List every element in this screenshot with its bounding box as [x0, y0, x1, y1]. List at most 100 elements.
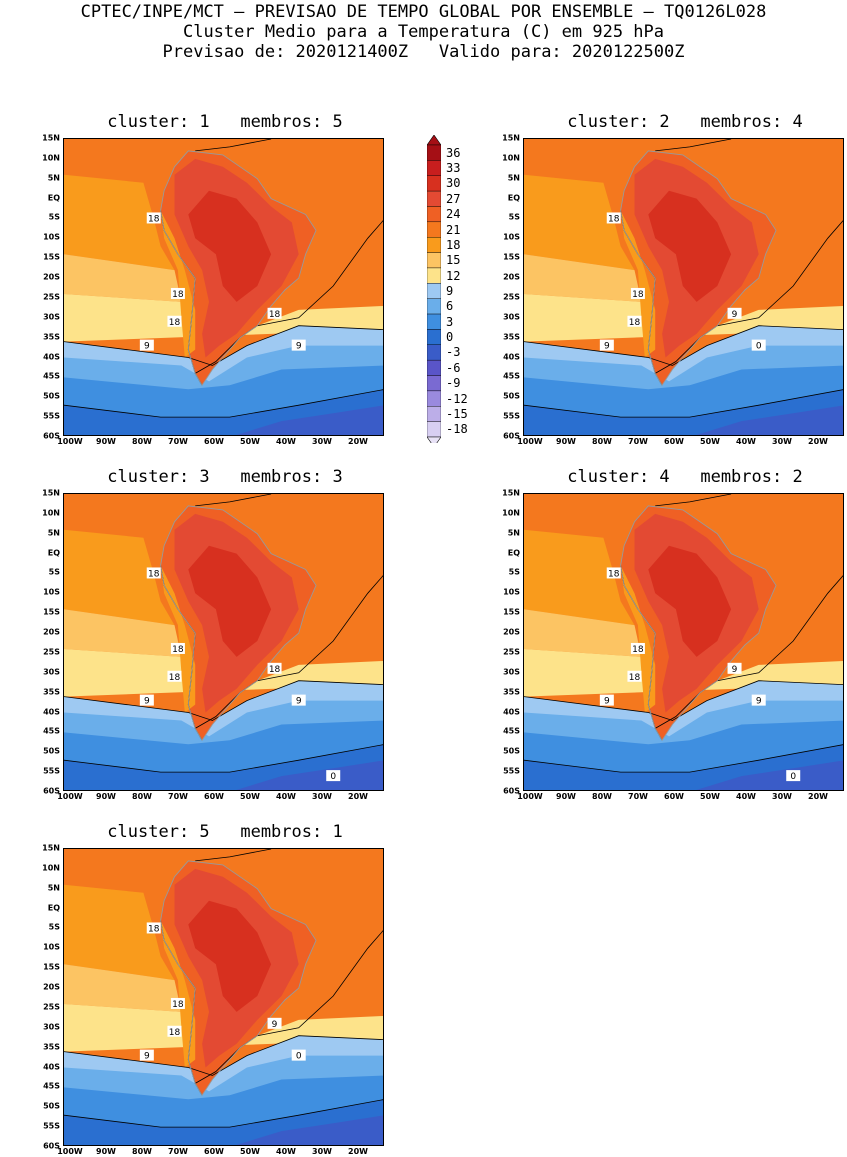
contour-0	[524, 389, 843, 418]
zone-minus3	[236, 405, 383, 435]
svg-text:18: 18	[172, 1000, 184, 1010]
lat-tick-label: 30S	[43, 312, 60, 322]
lon-tick-label: 20W	[808, 437, 828, 446]
colorbar-swatch	[426, 406, 442, 422]
pacific-18-zone	[64, 529, 175, 626]
lat-tick-label: 55S	[503, 766, 520, 776]
lon-tick-label: 80W	[132, 1147, 152, 1156]
colorbar-level-label: -15	[446, 406, 468, 421]
header-line-1: CPTEC/INPE/MCT – PREVISAO DE TEMPO GLOBA…	[80, 2, 767, 22]
panel-title: cluster: 1 membros: 5	[107, 112, 343, 132]
lon-tick-label: 100W	[57, 437, 83, 446]
panel-title: cluster: 3 membros: 3	[107, 467, 343, 487]
lat-tick-label: 50S	[503, 391, 520, 401]
andes-cool-strip	[160, 565, 196, 713]
contour-label: 9	[139, 339, 154, 352]
zone-minus3	[696, 760, 843, 790]
andes-cool-strip	[620, 565, 656, 713]
continent-30-zone	[188, 900, 272, 1012]
lat-tick-label: 45S	[503, 726, 520, 736]
svg-text:0: 0	[790, 772, 796, 782]
contour-label: 18	[630, 287, 645, 300]
lon-tick-label: 30W	[312, 437, 332, 446]
lat-tick-label: 5S	[508, 567, 520, 577]
lat-tick-label: 30S	[503, 667, 520, 677]
lat-tick-label: 45S	[43, 371, 60, 381]
colorbar-swatch	[426, 283, 442, 299]
lon-tick-label: 20W	[808, 792, 828, 801]
lat-tick-label: 15N	[502, 488, 520, 498]
contour-label: 18	[627, 315, 642, 328]
colorbar-swatch	[426, 421, 442, 438]
lat-tick-label: 5S	[48, 922, 60, 932]
colorbar-level-label: 9	[446, 284, 454, 298]
lon-tick-label: 70W	[628, 792, 648, 801]
colorbar-swatch	[426, 313, 442, 330]
lon-tick-label: 80W	[592, 437, 612, 446]
svg-text:9: 9	[272, 1020, 278, 1030]
panel-title: cluster: 2 membros: 4	[567, 112, 803, 132]
lat-tick-label: EQ	[47, 903, 60, 913]
zone-12	[64, 1004, 383, 1060]
lat-tick-label: 60S	[43, 431, 60, 441]
contour-9	[64, 1035, 383, 1076]
colorbar-swatch	[426, 160, 442, 176]
colorbar-top-arrow	[426, 134, 442, 146]
svg-text:18: 18	[608, 569, 620, 579]
colorbar-swatch	[426, 190, 442, 207]
contour-label: 18	[146, 922, 161, 934]
lat-tick-label: 30S	[43, 1022, 60, 1032]
svg-text:0: 0	[296, 1052, 302, 1062]
contour-label: 9	[291, 694, 306, 707]
lat-tick-label: 5S	[48, 212, 60, 222]
pacific-18-zone	[524, 174, 635, 271]
temperature-map: 18 18 18 9 9 0	[523, 138, 844, 436]
colorbar-level-label: 18	[446, 237, 461, 252]
pacific-15-zone	[64, 609, 182, 657]
lon-tick-label: 50W	[240, 1147, 260, 1156]
continent-30-zone	[188, 190, 272, 302]
lon-tick-label: 70W	[168, 1147, 188, 1156]
lat-tick-label: 25S	[43, 647, 60, 657]
lon-tick-label: 90W	[96, 437, 116, 446]
lon-tick-label: 60W	[204, 792, 224, 801]
lon-tick-label: 90W	[96, 792, 116, 801]
lon-tick-label: 40W	[276, 792, 296, 801]
lat-tick-label: 35S	[43, 687, 60, 697]
colorbar-bottom-arrow	[426, 436, 442, 448]
lon-tick-label: 20W	[348, 792, 368, 801]
continent-30-zone	[648, 190, 732, 302]
contour-label: 9	[139, 694, 154, 707]
colorbar-level-label: 33	[446, 161, 461, 176]
colorbar-level-label: -9	[446, 376, 461, 391]
lat-tick-label: 25S	[43, 1002, 60, 1012]
lat-tick-label: 40S	[43, 1062, 60, 1072]
lon-tick-label: 100W	[57, 1147, 83, 1156]
lat-tick-label: 15S	[503, 607, 520, 617]
colorbar-level-label: 6	[446, 299, 454, 314]
colorbar-level-label: -18	[446, 422, 468, 437]
lon-tick-label: 60W	[664, 437, 684, 446]
lat-tick-label: 25S	[43, 292, 60, 302]
contour-9	[524, 680, 843, 721]
contour-label: 9	[751, 694, 766, 707]
lon-tick-label: 30W	[772, 437, 792, 446]
temperature-map: 18 18 18 9 9 9 0	[523, 493, 844, 791]
lon-tick-label: 80W	[132, 792, 152, 801]
lat-tick-label: 60S	[43, 786, 60, 796]
lat-tick-label: 20S	[43, 627, 60, 637]
lat-tick-label: 5N	[47, 883, 60, 893]
contour-18-east	[195, 930, 383, 1084]
contour-9	[64, 680, 383, 721]
lat-tick-label: 35S	[503, 687, 520, 697]
svg-text:18: 18	[269, 310, 281, 320]
lat-tick-label: 15S	[43, 252, 60, 262]
lat-tick-label: 5N	[507, 173, 520, 183]
contour-18-east	[655, 575, 843, 729]
lat-tick-label: 40S	[503, 707, 520, 717]
colorbar-swatch	[426, 267, 442, 284]
lat-tick-label: 50S	[43, 391, 60, 401]
lon-tick-label: 100W	[517, 437, 543, 446]
lat-tick-label: 55S	[43, 411, 60, 421]
pacific-15-zone	[64, 254, 182, 302]
